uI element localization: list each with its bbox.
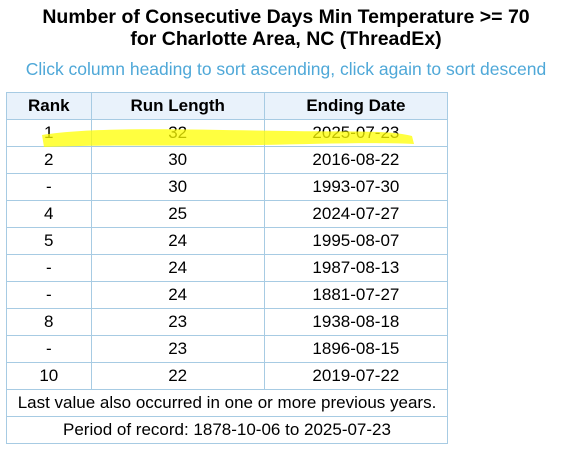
- column-header-run-length[interactable]: Run Length: [90, 92, 265, 120]
- sort-instructions: Click column heading to sort ascending, …: [25, 59, 547, 79]
- cell-rank: 5: [6, 227, 92, 255]
- cell-ending-date: 1987-08-13: [263, 254, 449, 282]
- table-row: 5 24 1995-08-07: [6, 227, 449, 255]
- table-row: 2 30 2016-08-22: [6, 146, 449, 174]
- table-row: -23 1896-08-15: [6, 335, 449, 363]
- cell-rank: 1: [6, 119, 92, 147]
- table-row: -24 1881-07-27: [6, 281, 449, 309]
- cell-rank: -: [6, 281, 92, 309]
- table-row: 4 25 2024-07-27: [6, 200, 449, 228]
- cell-run-length: 24: [90, 254, 265, 282]
- footnote-row: Last value also occurred in one or more …: [6, 389, 448, 417]
- table-row: 10 22 2019-07-22: [6, 362, 449, 390]
- footnote-text: Last value also occurred in one or more …: [6, 389, 448, 417]
- cell-rank: 10: [6, 362, 92, 390]
- table-row: 8 23 1938-08-18: [6, 308, 449, 336]
- table-row: -30 1993-07-30: [6, 173, 449, 201]
- records-table: Rank Run Length Ending Date 1 32 2025-07-2…: [6, 92, 449, 444]
- cell-rank: 8: [6, 308, 92, 336]
- cell-run-length: 25: [90, 200, 265, 228]
- period-of-record: Period of record: 1878-10-06 to 2025-07-…: [6, 416, 448, 444]
- cell-ending-date: 1896-08-15: [263, 335, 449, 363]
- cell-run-length: 32: [90, 119, 265, 147]
- table-row: -24 1987-08-13: [6, 254, 449, 282]
- cell-ending-date: 1881-07-27: [263, 281, 449, 309]
- table-header-row: Rank Run Length Ending Date: [6, 92, 449, 120]
- page-title: Number of Consecutive Days Min Temperatu…: [0, 6, 572, 50]
- cell-ending-date: 2025-07-23: [263, 119, 449, 147]
- cell-rank: -: [6, 254, 92, 282]
- cell-ending-date: 1938-08-18: [263, 308, 449, 336]
- cell-ending-date: 2024-07-27: [263, 200, 449, 228]
- cell-run-length: 23: [90, 308, 265, 336]
- cell-rank: -: [6, 173, 92, 201]
- column-header-rank[interactable]: Rank: [6, 92, 92, 120]
- cell-ending-date: 1993-07-30: [263, 173, 449, 201]
- title-line-1: Number of Consecutive Days Min Temperatu…: [42, 6, 530, 28]
- cell-run-length: 23: [90, 335, 265, 363]
- cell-run-length: 30: [90, 146, 265, 174]
- cell-rank: 4: [6, 200, 92, 228]
- column-header-ending-date[interactable]: Ending Date: [263, 92, 449, 120]
- cell-rank: -: [6, 335, 92, 363]
- cell-rank: 2: [6, 146, 92, 174]
- title-line-2: for Charlotte Area, NC (ThreadEx): [130, 28, 442, 50]
- cell-run-length: 22: [90, 362, 265, 390]
- table-row: 1 32 2025-07-23: [6, 119, 449, 147]
- cell-run-length: 24: [90, 281, 265, 309]
- cell-ending-date: 2016-08-22: [263, 146, 449, 174]
- cell-ending-date: 1995-08-07: [263, 227, 449, 255]
- cell-run-length: 30: [90, 173, 265, 201]
- cell-ending-date: 2019-07-22: [263, 362, 449, 390]
- cell-run-length: 24: [90, 227, 265, 255]
- period-row: Period of record: 1878-10-06 to 2025-07-…: [6, 416, 448, 444]
